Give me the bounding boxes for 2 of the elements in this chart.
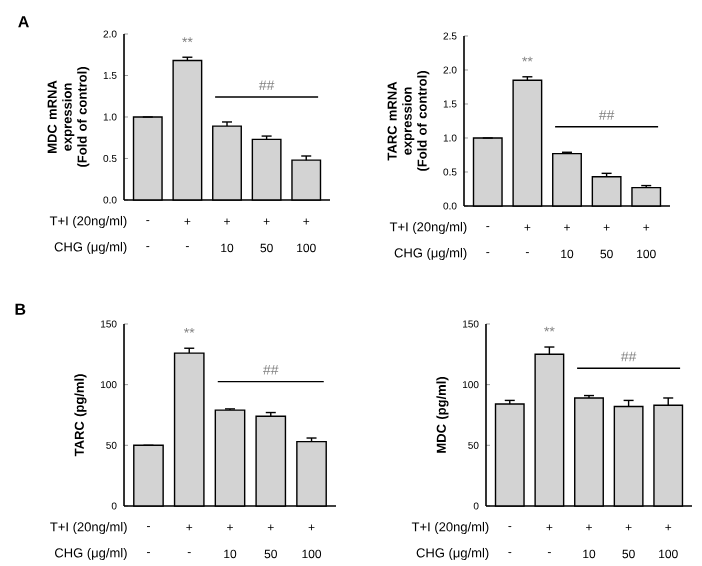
chart-title: B bbox=[15, 303, 26, 315]
chart-title: A bbox=[18, 16, 29, 28]
